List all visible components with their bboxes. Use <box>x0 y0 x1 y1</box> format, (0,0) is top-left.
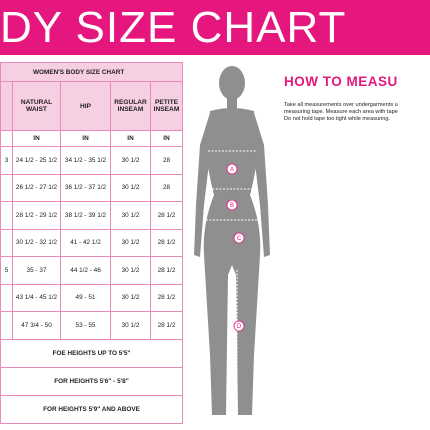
intro: Take all measurements over undergarments… <box>284 102 430 123</box>
cell: 35 - 37 <box>12 256 61 285</box>
cell: 36 1/2 - 37 1/2 <box>60 173 111 202</box>
guide-title: HOW TO MEASU <box>284 74 398 89</box>
cell: 30 1/2 <box>110 146 151 175</box>
data-row: 5 35 - 37 44 1/2 - 46 30 1/2 28 1/2 <box>0 256 184 285</box>
intro-line: measuring tape. Measure each area with t… <box>284 109 398 115</box>
cell: 3 <box>0 146 13 175</box>
unit-cell: IN <box>60 130 111 147</box>
cell: 30 1/2 <box>110 311 151 340</box>
cell: 49 - 51 <box>60 283 111 312</box>
footer-row: FOE HEIGHTS UP TO 5'5" <box>0 338 184 368</box>
cell: 53 - 55 <box>60 311 111 340</box>
unit-cell <box>0 130 13 147</box>
cell: 43 1/4 - 45 1/2 <box>12 283 61 312</box>
cell <box>0 173 13 202</box>
cell: 38 1/2 - 39 1/2 <box>60 201 111 230</box>
figure: A B C D <box>194 66 270 415</box>
cell <box>0 201 13 230</box>
cell <box>0 228 13 257</box>
cell: 28 1/2 <box>149 311 184 340</box>
unit-cell: IN <box>110 130 151 147</box>
cell: 30 1/2 - 32 1/2 <box>12 228 61 257</box>
unit-cell: IN <box>149 130 184 147</box>
cell <box>0 311 13 340</box>
cell: 28 1/2 <box>149 201 184 230</box>
data-row: 3 24 1/2 - 25 1/2 34 1/2 - 35 1/2 30 1/2 28 <box>0 146 184 175</box>
data-row: 30 1/2 - 32 1/2 41 - 42 1/2 30 1/2 28 1/2 <box>0 228 184 257</box>
figure-letter: D <box>237 324 242 330</box>
table-title: WOMEN'S BODY SIZE CHART <box>0 62 184 82</box>
cell: 28 1/2 <box>149 256 184 285</box>
intro-line: Take all measurements over undergarments… <box>284 102 398 108</box>
units-row: IN IN IN IN <box>0 130 184 147</box>
cell: 30 1/2 <box>110 283 151 312</box>
figure-badge <box>233 232 245 244</box>
cell: 28 <box>149 173 184 202</box>
cell: 44 1/2 - 46 <box>60 256 111 285</box>
header-row: NATURAL WAIST HIP REGULAR INSEAM PETITE INS… <box>0 81 184 131</box>
cell: 30 1/2 <box>110 228 151 257</box>
footer-cell: FOR HEIGHTS 5'6" - 5'8" <box>0 366 184 396</box>
data-row: 28 1/2 - 29 1/2 38 1/2 - 39 1/2 30 1/2 28 1… <box>0 201 184 230</box>
cell: 28 <box>149 146 184 175</box>
figure-letter: A <box>230 167 234 173</box>
column-header: NATURAL WAIST <box>12 81 61 131</box>
figure-badge <box>226 163 238 175</box>
column-header: PETITE INSEAM <box>149 81 184 131</box>
cell: 28 1/2 <box>149 228 184 257</box>
footer-cell: FOE HEIGHTS UP TO 5'5" <box>0 338 184 368</box>
title-row: WOMEN'S BODY SIZE CHART <box>0 62 184 82</box>
figure-badge <box>226 199 238 211</box>
cell: 28 1/2 - 29 1/2 <box>12 201 61 230</box>
cell: 5 <box>0 256 13 285</box>
cell: 30 1/2 <box>110 201 151 230</box>
guide: HOW TO MEASU Take all measurements over … <box>284 74 430 123</box>
cell: 28 1/2 <box>149 283 184 312</box>
data-row: 47 3/4 - 50 53 - 55 30 1/2 28 1/2 <box>0 311 184 340</box>
column-header: HIP <box>60 81 111 131</box>
figure-letter: C <box>237 236 242 242</box>
figure-letter: B <box>230 203 234 209</box>
data-row: 43 1/4 - 45 1/2 49 - 51 30 1/2 28 1/2 <box>0 283 184 312</box>
cell: 26 1/2 - 27 1/2 <box>12 173 61 202</box>
footer-row: FOR HEIGHTS 5'9" AND ABOVE <box>0 394 184 424</box>
cell: 47 3/4 - 50 <box>12 311 61 340</box>
cell: 34 1/2 - 35 1/2 <box>60 146 111 175</box>
cell <box>0 283 13 312</box>
data-row: 26 1/2 - 27 1/2 36 1/2 - 37 1/2 30 1/2 28 <box>0 173 184 202</box>
banner: DY SIZE CHART <box>0 0 430 55</box>
cell: 30 1/2 <box>110 256 151 285</box>
cell: 30 1/2 <box>110 173 151 202</box>
intro-line: Do not hold tape too tight while measuri… <box>284 116 391 122</box>
footer-cell: FOR HEIGHTS 5'9" AND ABOVE <box>0 394 184 424</box>
cell: 41 - 42 1/2 <box>60 228 111 257</box>
column-header: REGULAR INSEAM <box>110 81 151 131</box>
size-table: WOMEN'S BODY SIZE CHART NATURAL WAIST HIP R… <box>0 62 184 424</box>
figure-badge <box>233 320 245 332</box>
cell: 24 1/2 - 25 1/2 <box>12 146 61 175</box>
header-cell <box>0 81 13 131</box>
footer-row: FOR HEIGHTS 5'6" - 5'8" <box>0 366 184 396</box>
unit-cell: IN <box>12 130 61 147</box>
